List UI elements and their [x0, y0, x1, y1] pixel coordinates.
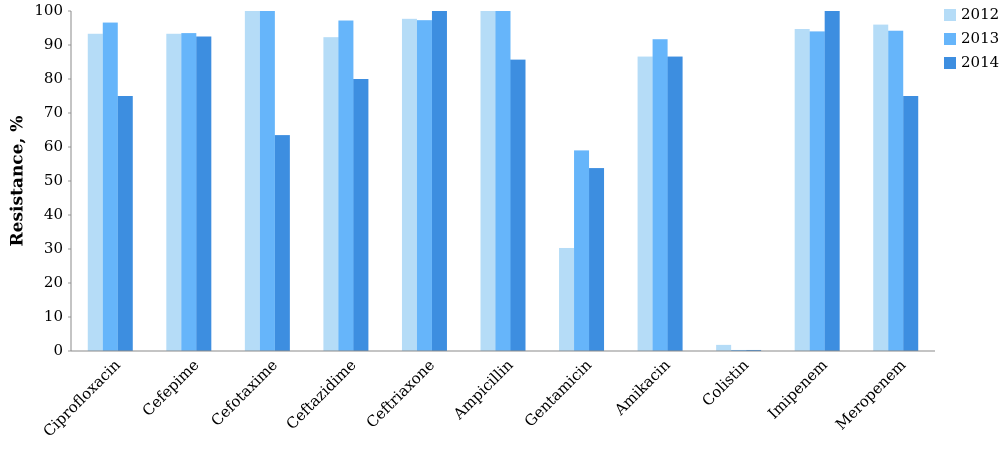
bar: [274, 135, 290, 351]
bar: [353, 79, 369, 351]
legend-label: 2012: [961, 5, 999, 23]
x-tick-label: Amikacin: [610, 356, 674, 420]
y-axis-label: Resistance, %: [8, 116, 28, 247]
y-tick-label: 100: [34, 1, 63, 19]
x-tick-label: Cefotaxime: [207, 356, 281, 430]
bar: [416, 20, 432, 352]
x-tick-label: Imipenem: [764, 356, 831, 423]
bar: [181, 33, 197, 351]
bar: [166, 33, 182, 351]
bar: [510, 59, 526, 352]
legend-swatch: [944, 33, 956, 45]
bar: [716, 344, 732, 351]
x-tick-label: Ceftazidime: [282, 356, 359, 433]
y-tick-label: 50: [44, 171, 63, 189]
bar: [652, 39, 668, 351]
bar: [903, 96, 919, 351]
legend-label: 2014: [961, 53, 999, 71]
y-tick-label: 70: [44, 103, 63, 121]
bar: [589, 168, 605, 351]
bar: [495, 11, 511, 351]
bar: [196, 36, 212, 351]
y-tick-label: 10: [44, 307, 63, 325]
y-tick-label: 80: [44, 69, 63, 87]
bar: [559, 247, 575, 351]
bar: [401, 18, 417, 351]
x-tick-label: Cefepime: [139, 356, 203, 420]
bar: [87, 33, 103, 351]
bar: [338, 20, 354, 352]
bar: [888, 30, 904, 351]
y-tick-label: 30: [44, 239, 63, 257]
bar: [809, 31, 825, 352]
bar: [731, 349, 747, 351]
bar: [102, 22, 118, 352]
bar: [824, 11, 840, 351]
x-tick-label: Colistin: [698, 356, 752, 410]
y-tick-label: 60: [44, 137, 63, 155]
legend-label: 2013: [961, 29, 999, 47]
bar: [574, 150, 590, 351]
legend-swatch: [944, 9, 956, 21]
bar: [746, 349, 762, 351]
x-tick-label: Ceftriaxone: [363, 356, 439, 432]
bar: [259, 11, 275, 351]
x-tick-label: Meropenem: [832, 356, 910, 434]
x-tick-label: Ciprofloxacin: [40, 356, 125, 441]
bar: [244, 11, 260, 351]
bar: [873, 24, 889, 351]
bar: [794, 29, 810, 352]
legend-swatch: [944, 57, 956, 69]
bar: [637, 56, 653, 352]
y-tick-label: 90: [44, 35, 63, 53]
bar: [480, 11, 496, 351]
y-tick-label: 20: [44, 273, 63, 291]
bar: [117, 96, 133, 351]
x-tick-label: Gentamicin: [521, 356, 596, 431]
x-tick-label: Ampicillin: [449, 356, 517, 424]
y-tick-label: 40: [44, 205, 63, 223]
bar: [431, 11, 447, 351]
y-tick-label: 0: [53, 341, 63, 359]
bar: [667, 56, 683, 352]
bar: [323, 37, 339, 352]
